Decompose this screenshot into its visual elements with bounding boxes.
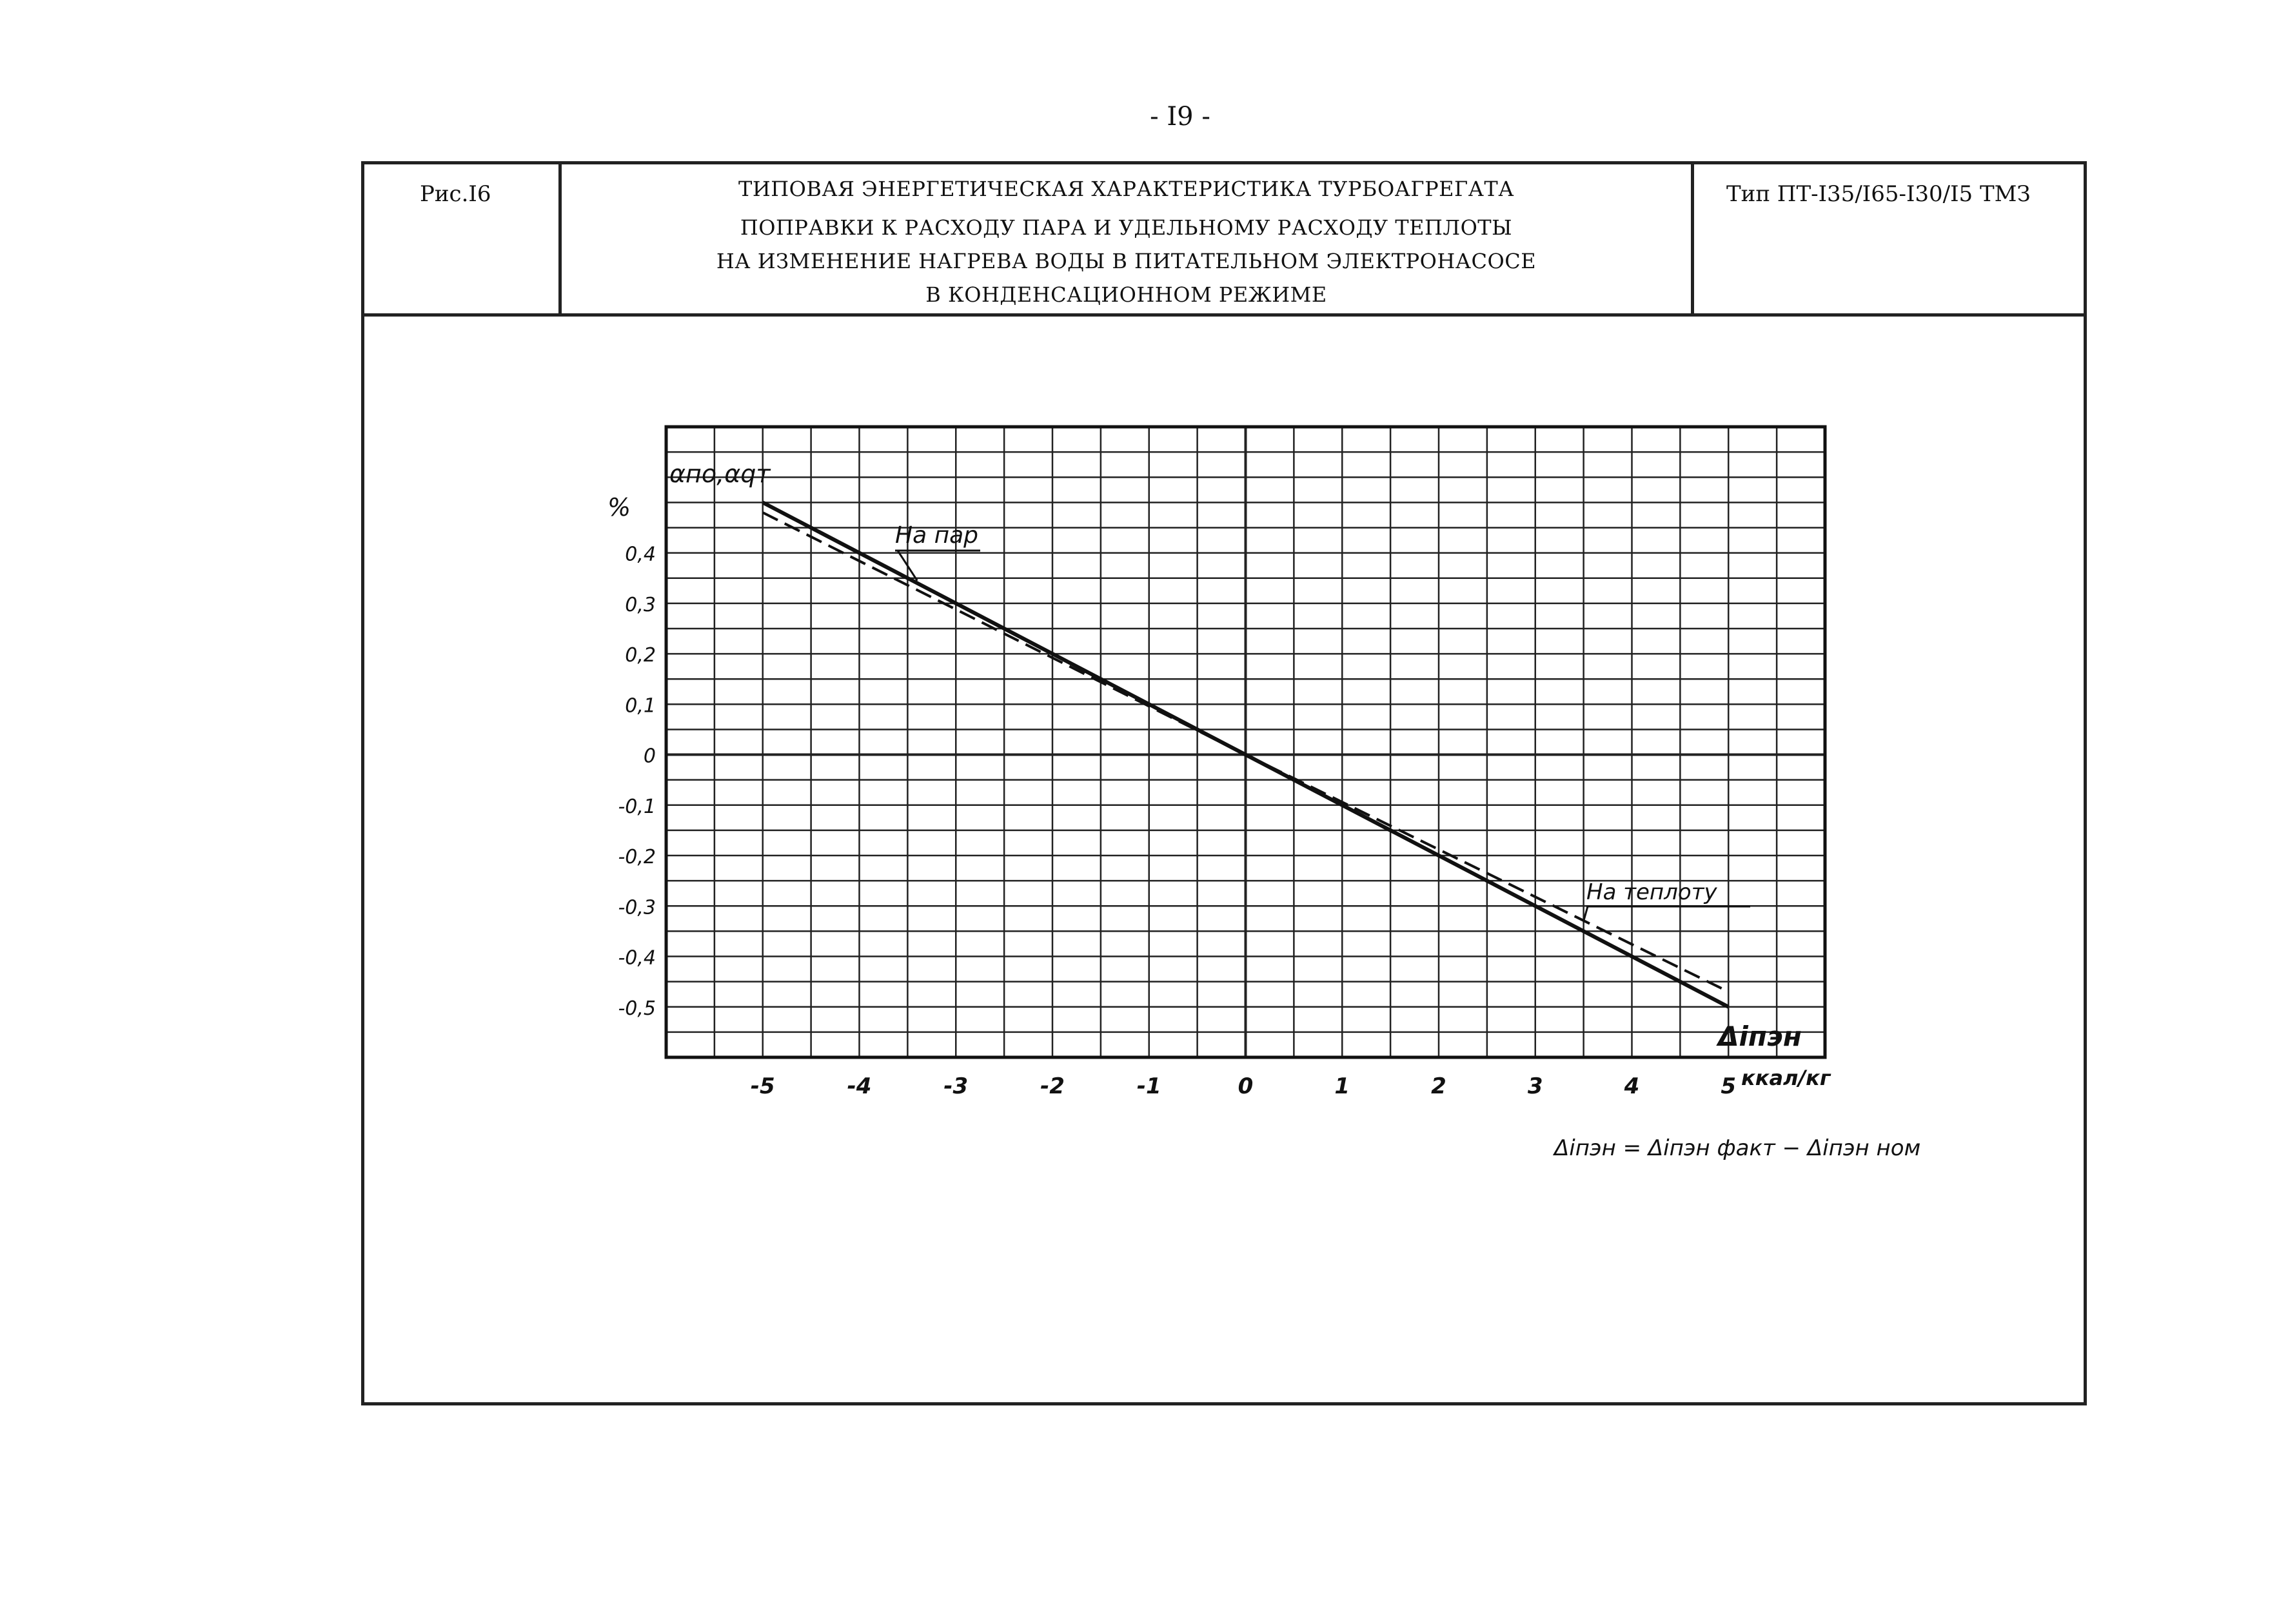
x-tick-label: 4	[1624, 1073, 1640, 1099]
figure-title: ТИПОВАЯ ЭНЕРГЕТИЧЕСКАЯ ХАРАКТЕРИСТИКА ТУ…	[738, 177, 1514, 201]
x-unit-label: ккал/кг	[1741, 1066, 1831, 1090]
series-layer	[762, 500, 1730, 1009]
y-tick-label: 0	[644, 745, 656, 768]
figure-subtitle-line-1: ПОПРАВКИ К РАСХОДУ ПАРА И УДЕЛЬНОМУ РАСХ…	[740, 215, 1513, 240]
formula-label: Δiпэн = Δiпэн факт − Δiпэн ном	[1552, 1135, 1920, 1161]
series-label-heat-leader	[1583, 906, 1589, 922]
series-label-heat: На теплоту	[1586, 879, 1718, 905]
series-label-steam: На пар	[895, 522, 978, 549]
y-tick-label: 0,1	[625, 694, 656, 717]
x-tick-label: 2	[1431, 1073, 1446, 1099]
x-tick-label: -2	[1040, 1073, 1065, 1099]
x-tick-label: 0	[1238, 1073, 1254, 1099]
y-tick-label: -0,5	[618, 997, 656, 1020]
x-tick-label: 5	[1721, 1073, 1736, 1099]
plot-border	[664, 425, 1827, 1059]
figure-subtitle-line-2: НА ИЗМЕНЕНИЕ НАГРЕВА ВОДЫ В ПИТАТЕЛЬНОМ …	[716, 249, 1537, 273]
y-axis-label: αпо,αqт	[669, 460, 771, 488]
y-unit-label: %	[607, 493, 631, 522]
y-tick-label: -0,3	[618, 896, 656, 919]
figure-subtitle-line-3: В КОНДЕНСАЦИОННОМ РЕЖИМЕ	[925, 282, 1327, 307]
x-tick-label: -1	[1137, 1073, 1161, 1099]
figure-frame: Рис.I6 ТИПОВАЯ ЭНЕРГЕТИЧЕСКАЯ ХАРАКТЕРИС…	[361, 161, 2087, 1405]
y-tick-label: 0,3	[625, 594, 656, 616]
x-tick-label: -5	[751, 1073, 775, 1099]
grid-layer	[664, 425, 1827, 1059]
figure-label: Рис.I6	[420, 181, 491, 207]
x-tick-label: -4	[847, 1073, 872, 1099]
y-tick-label: 0,4	[625, 543, 656, 566]
y-tick-label: 0,2	[625, 644, 656, 667]
page-number: - I9 -	[1150, 102, 1210, 132]
header-table: Рис.I6 ТИПОВАЯ ЭНЕРГЕТИЧЕСКАЯ ХАРАКТЕРИС…	[364, 164, 2084, 317]
y-tick-label: -0,1	[618, 796, 656, 818]
x-tick-label: 1	[1334, 1073, 1350, 1099]
x-tick-label: -3	[943, 1073, 968, 1099]
series-label-steam-leader	[896, 550, 918, 582]
label-layer: αпо,αqт % Δiпэн ккал/кг Δiпэн = Δiпэн фа…	[607, 460, 1920, 1161]
y-tick-label: -0,2	[618, 846, 656, 868]
figure-label-cell: Рис.I6	[364, 164, 562, 313]
x-axis-label: Δiпэн	[1716, 1021, 1802, 1052]
y-tick-label: -0,4	[618, 947, 656, 970]
series-line-heat	[762, 511, 1730, 993]
turbine-type-cell: Тип ПТ-I35/I65-I30/I5 ТМЗ	[1694, 164, 2085, 313]
x-tick-label: 3	[1528, 1073, 1543, 1099]
title-cell: ТИПОВАЯ ЭНЕРГЕТИЧЕСКАЯ ХАРАКТЕРИСТИКА ТУ…	[562, 164, 1694, 313]
turbine-type: Тип ПТ-I35/I65-I30/I5 ТМЗ	[1726, 181, 2031, 207]
